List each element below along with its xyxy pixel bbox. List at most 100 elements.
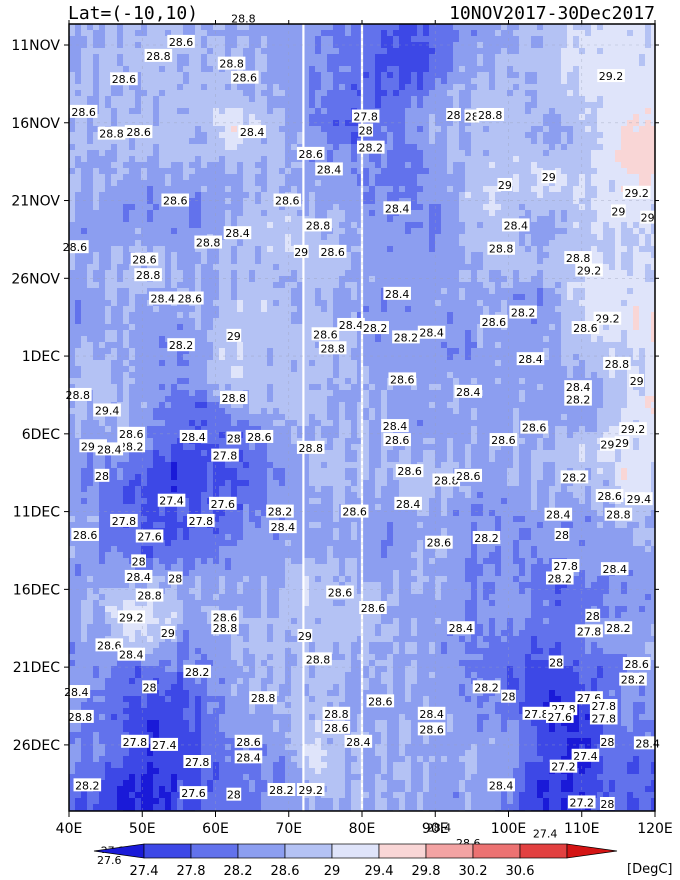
field-cell (561, 276, 568, 283)
field-cell (483, 54, 490, 61)
field-cell (159, 312, 166, 319)
field-cell (531, 90, 538, 97)
field-cell (75, 312, 82, 319)
field-cell (615, 96, 622, 103)
field-cell (585, 228, 592, 235)
field-cell (87, 300, 94, 307)
field-cell (597, 288, 604, 295)
field-cell (429, 246, 436, 253)
field-cell (543, 258, 550, 265)
field-cell (93, 90, 100, 97)
field-cell (81, 324, 88, 331)
field-cell (549, 48, 556, 55)
field-cell (327, 264, 334, 271)
field-cell (129, 138, 136, 145)
field-cell (255, 216, 262, 223)
field-cell (189, 180, 196, 187)
field-cell (357, 120, 364, 127)
field-cell (609, 132, 616, 139)
field-cell (105, 30, 112, 37)
field-cell (207, 96, 214, 103)
field-cell (381, 216, 388, 223)
field-cell (579, 114, 586, 121)
field-cell (441, 162, 448, 169)
field-cell (423, 156, 430, 163)
field-cell (207, 24, 214, 31)
field-cell (579, 240, 586, 247)
field-cell (495, 144, 502, 151)
field-cell (579, 222, 586, 229)
field-cell (381, 54, 388, 61)
field-cell (627, 264, 634, 271)
field-cell (537, 114, 544, 121)
field-cell (327, 30, 334, 37)
field-cell (279, 288, 286, 295)
field-cell (489, 30, 496, 37)
field-cell (213, 198, 220, 205)
field-cell (567, 84, 574, 91)
field-cell (315, 252, 322, 259)
field-cell (537, 300, 544, 307)
field-cell (195, 306, 202, 313)
field-cell (483, 36, 490, 43)
field-cell (159, 90, 166, 97)
field-cell (645, 306, 652, 313)
field-cell (423, 306, 430, 313)
field-cell (441, 186, 448, 193)
field-cell (405, 228, 412, 235)
field-cell (141, 228, 148, 235)
field-cell (255, 306, 262, 313)
field-cell (435, 192, 442, 199)
field-cell (567, 114, 574, 121)
field-cell (603, 138, 610, 145)
field-cell (489, 252, 496, 259)
field-cell (285, 114, 292, 121)
field-cell (423, 210, 430, 217)
field-cell (333, 216, 340, 223)
field-cell (477, 144, 484, 151)
field-cell (273, 246, 280, 253)
field-cell (93, 258, 100, 265)
field-cell (393, 144, 400, 151)
field-cell (231, 102, 238, 109)
field-cell (525, 240, 532, 247)
field-cell (567, 156, 574, 163)
field-cell (231, 48, 238, 55)
field-cell (615, 132, 622, 139)
field-cell (261, 72, 268, 79)
field-cell (477, 246, 484, 253)
field-cell (555, 198, 562, 205)
field-cell (549, 240, 556, 247)
field-cell (351, 144, 358, 151)
field-cell (627, 138, 634, 145)
field-cell (489, 36, 496, 43)
field-cell (615, 270, 622, 277)
field-cell (99, 60, 106, 67)
field-cell (159, 288, 166, 295)
field-cell (405, 168, 412, 175)
field-cell (315, 276, 322, 283)
field-cell (147, 120, 154, 127)
field-cell (237, 36, 244, 43)
field-cell (441, 228, 448, 235)
field-cell (489, 258, 496, 265)
field-cell (123, 162, 130, 169)
field-cell (303, 108, 310, 115)
field-cell (201, 294, 208, 301)
field-cell (165, 318, 172, 325)
field-cell (555, 186, 562, 193)
field-cell (615, 180, 622, 187)
field-cell (591, 174, 598, 181)
field-cell (591, 198, 598, 205)
field-cell (441, 180, 448, 187)
field-cell (249, 318, 256, 325)
field-cell (105, 174, 112, 181)
field-cell (459, 186, 466, 193)
field-cell (633, 78, 640, 85)
field-cell (87, 126, 94, 133)
field-cell (519, 234, 526, 241)
field-cell (489, 48, 496, 55)
field-cell (267, 36, 274, 43)
field-cell (495, 150, 502, 157)
field-cell (603, 42, 610, 49)
